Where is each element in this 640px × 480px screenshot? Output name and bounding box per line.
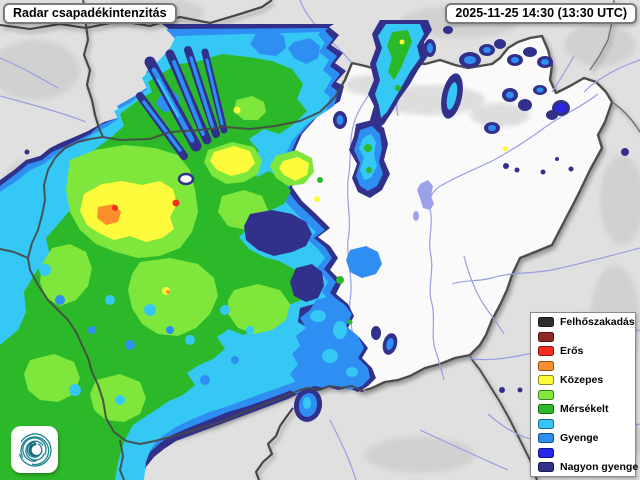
legend-swatch (538, 447, 554, 458)
radar-beam-spikes (136, 46, 228, 160)
rain-cells-northeast (441, 39, 629, 175)
rain-red-spots (112, 199, 180, 211)
timestamp-chip: 2025-11-25 14:30 (13:30 UTC) (445, 3, 637, 24)
cyclone-spiral-icon (17, 432, 52, 467)
legend-swatch-weak (538, 433, 554, 443)
legend-swatch (538, 418, 554, 429)
legend-swatch (538, 360, 554, 371)
legend-row (538, 389, 631, 400)
legend-label: Mérsékelt (560, 403, 609, 415)
rain-cyan-dots (39, 264, 358, 405)
timestamp: 2025-11-25 14:30 (13:30 UTC) (455, 6, 627, 20)
legend-label: Közepes (560, 374, 604, 386)
legend-row (538, 360, 631, 371)
legend-swatch (538, 389, 554, 400)
intensity-legend: Felhőszakadás Erős Közepes Mérsékelt Gye… (530, 312, 638, 477)
dry-hole (177, 172, 195, 186)
legend-swatch-strong (538, 346, 554, 356)
legend-label: Felhőszakadás (560, 316, 635, 328)
legend-row: Felhőszakadás (538, 317, 635, 327)
legend-label: Erős (560, 345, 584, 357)
rain-yellow-patches (80, 106, 508, 295)
legend-row: Közepes (538, 375, 631, 385)
legend-swatch-medium (538, 375, 554, 385)
legend-row: Gyenge (538, 433, 631, 443)
legend-swatch-moderate (538, 404, 554, 414)
map-title: Radar csapadékintenzitás (13, 6, 167, 20)
map-title-chip: Radar csapadékintenzitás (3, 3, 177, 24)
legend-row: Mérsékelt (538, 404, 631, 414)
legend-swatch-cloudburst (538, 317, 554, 327)
legend-row: Nagyon gyenge (538, 462, 638, 472)
rain-blob-danube (333, 111, 390, 198)
legend-swatch-veryweak (538, 462, 554, 472)
borders-overlay (0, 0, 363, 480)
legend-row (538, 418, 631, 429)
legend-swatch (538, 331, 554, 342)
legend-row (538, 447, 631, 458)
rain-band-north (368, 20, 453, 130)
legend-row: Erős (538, 346, 631, 356)
legend-row (538, 331, 631, 342)
rain-green-dots (317, 177, 353, 325)
legend-label: Nagyon gyenge (560, 461, 639, 473)
met-spiral-logo (11, 426, 58, 473)
legend-label: Gyenge (560, 432, 599, 444)
